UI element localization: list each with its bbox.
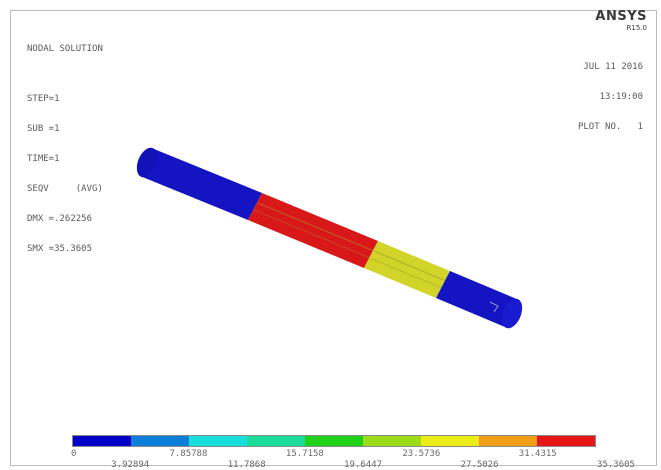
info-line: STEP=1 xyxy=(27,94,60,104)
legend-label: 3.92894 xyxy=(111,460,150,470)
info-line: SMX =35.3605 xyxy=(27,244,93,254)
info-line: SEQV (AVG) xyxy=(27,184,103,194)
shaft-end-right-segment xyxy=(436,271,523,329)
shaft-mid-red-segment xyxy=(248,193,378,268)
plot-date: JUL 11 2016 xyxy=(583,62,643,72)
ansys-brand-text: ANSYS xyxy=(595,9,647,24)
legend-label: 27.5026 xyxy=(460,460,499,470)
solution-info-block: NODAL SOLUTION STEP=1 SUB =1 TIME=1 SEQV… xyxy=(27,24,103,274)
legend-label: 7.85788 xyxy=(169,449,208,459)
graphics-frame xyxy=(10,10,657,466)
legend-swatch xyxy=(247,436,305,446)
legend-swatch xyxy=(131,436,189,446)
legend-label: 23.5736 xyxy=(402,449,441,459)
legend-label: 11.7868 xyxy=(227,460,266,470)
legend-label: 31.4315 xyxy=(518,449,557,459)
shaft-mid-yellow-segment xyxy=(364,241,450,298)
info-line: TIME=1 xyxy=(27,154,60,164)
legend-swatch xyxy=(537,436,595,446)
shaft-end-left-segment xyxy=(136,147,262,220)
legend-swatch xyxy=(73,436,131,446)
contour-legend-bar xyxy=(72,435,596,447)
legend-swatch xyxy=(363,436,421,446)
legend-swatch xyxy=(421,436,479,446)
legend-label: 0 xyxy=(71,449,77,459)
shaft-body xyxy=(136,147,523,329)
ansys-logo: ANSYS R15.0 xyxy=(595,9,647,33)
info-line: NODAL SOLUTION xyxy=(27,44,103,54)
plot-number: PLOT NO. 1 xyxy=(577,122,643,132)
info-line: SUB =1 xyxy=(27,124,60,134)
legend-label: 15.7158 xyxy=(285,449,324,459)
legend-swatch xyxy=(305,436,363,446)
plot-info-block: JUL 11 2016 13:19:00 PLOT NO. 1 xyxy=(578,42,643,152)
plot-time: 13:19:00 xyxy=(599,92,643,102)
legend-swatch xyxy=(479,436,537,446)
release-text: R15.0 xyxy=(626,24,647,32)
legend-label: 19.6447 xyxy=(344,460,383,470)
info-line: DMX =.262256 xyxy=(27,214,93,224)
legend-label: 35.3605 xyxy=(597,460,635,470)
legend-swatch xyxy=(189,436,247,446)
